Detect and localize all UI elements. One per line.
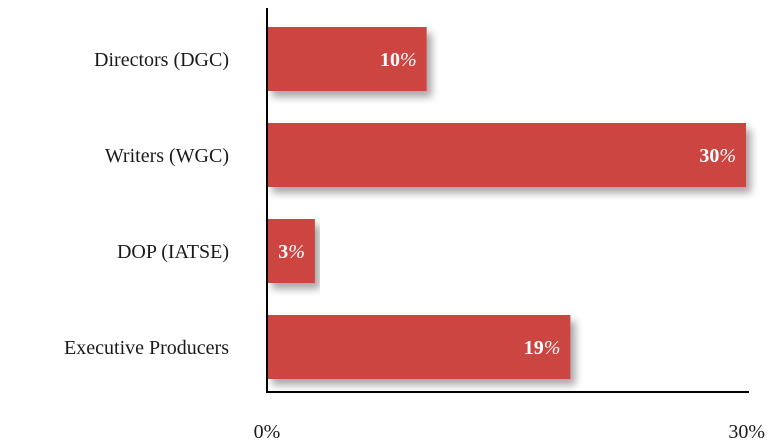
data-label-1: 30% xyxy=(699,145,736,167)
x-tick-label-1: 30% xyxy=(728,421,765,443)
bar-2 xyxy=(267,219,315,283)
bar-0 xyxy=(267,27,427,91)
category-label-1: Writers (WGC) xyxy=(105,145,229,167)
data-label-0: 10% xyxy=(380,49,417,71)
category-label-3: Executive Producers xyxy=(64,337,229,359)
x-tick-label-0: 0% xyxy=(254,421,281,443)
data-label-3: 19% xyxy=(524,337,561,359)
bar-1 xyxy=(267,123,746,187)
category-label-2: DOP (IATSE) xyxy=(117,241,229,263)
data-label-2: 3% xyxy=(278,241,305,263)
category-label-0: Directors (DGC) xyxy=(94,49,229,71)
bar-3 xyxy=(267,315,571,379)
